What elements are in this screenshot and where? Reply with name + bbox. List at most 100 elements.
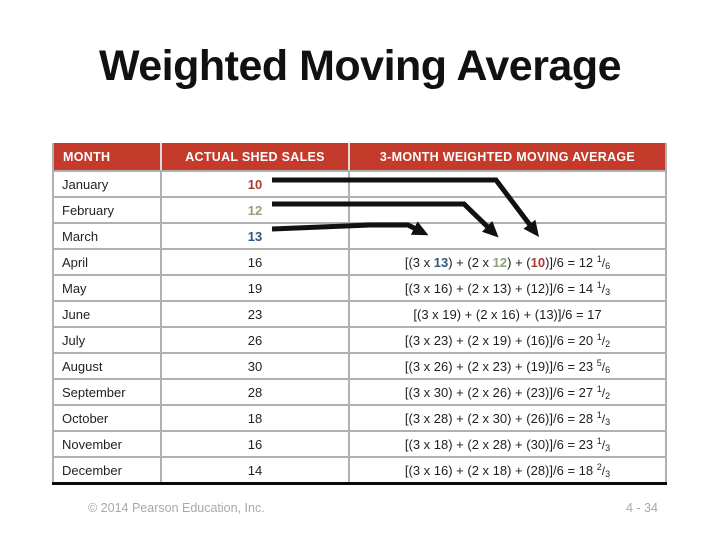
month-cell: December [52, 456, 162, 485]
fraction-slash: / [601, 281, 606, 296]
fraction-numerator: 2 [596, 461, 602, 472]
formula-text: [(3 x 16) + (2 x 18) + (28)]/6 = 18 [404, 462, 597, 478]
fraction-numerator: 5 [596, 357, 602, 368]
table-row: November 16 [(3 x 18) + (2 x 28) + (30)]/6… [52, 430, 667, 458]
formula-text: )]/6 = 12 [545, 254, 597, 270]
fraction: 1/3 [596, 409, 611, 427]
sales-value: 19 [247, 280, 263, 296]
month-cell: October [52, 404, 162, 432]
fraction-slash: / [601, 359, 606, 374]
fraction-denominator: 3 [605, 468, 611, 479]
table-row: June 23 [(3 x 19) + (2 x 16) + (13)]/6 = 1… [52, 300, 667, 328]
table-row: January 10 [52, 170, 667, 198]
month-cell: August [52, 352, 162, 380]
sales-value: 28 [247, 384, 263, 400]
fraction: 1/3 [596, 435, 611, 453]
table-row: December 14 [(3 x 16) + (2 x 18) + (28)]/6… [52, 456, 667, 485]
month-cell: February [52, 196, 162, 224]
page-number: 4 - 34 [626, 501, 658, 515]
fraction-denominator: 6 [605, 364, 611, 375]
table-row: September 28 [(3 x 30) + (2 x 26) + (23)]/… [52, 378, 667, 406]
table-row: February 12 [52, 196, 667, 224]
sales-value: 23 [247, 306, 263, 322]
sales-value: 16 [247, 436, 263, 452]
formula-cell [348, 222, 667, 250]
month-cell: November [52, 430, 162, 458]
sales-value: 13 [247, 228, 263, 244]
fraction: 5/6 [596, 357, 611, 375]
column-header-month: MONTH [53, 143, 161, 172]
formula-cell: [(3 x 26) + (2 x 23) + (19)]/6 = 23 5/6 [348, 352, 667, 380]
sales-value: 12 [247, 202, 263, 218]
fraction: 1/3 [596, 279, 611, 297]
table-row: July 26 [(3 x 23) + (2 x 19) + (16)]/6 = 2… [52, 326, 667, 354]
formula-cell: [(3 x 23) + (2 x 19) + (16)]/6 = 20 1/2 [348, 326, 667, 354]
slide-title: Weighted Moving Average [98, 42, 622, 90]
sales-value: 26 [247, 332, 263, 348]
fraction-denominator: 6 [605, 260, 611, 271]
fraction: 1/2 [596, 331, 611, 349]
table-row: April 16 [(3 x 13) + (2 x 12) + (10)]/6 = … [52, 248, 667, 276]
formula-text: [(3 x 30) + (2 x 26) + (23)]/6 = 27 [404, 384, 597, 400]
sales-value: 10 [247, 176, 263, 192]
sales-value: 14 [247, 462, 263, 478]
formula-text: [(3 x 28) + (2 x 30) + (26)]/6 = 28 [404, 410, 597, 426]
sales-value: 18 [247, 410, 263, 426]
formula-cell: [(3 x 13) + (2 x 12) + (10)]/6 = 12 1/6 [348, 248, 667, 276]
month-cell: September [52, 378, 162, 406]
fraction-slash: / [601, 385, 606, 400]
fraction-denominator: 3 [605, 286, 611, 297]
formula-text: [(3 x 18) + (2 x 28) + (30)]/6 = 23 [404, 436, 597, 452]
table-row: October 18 [(3 x 28) + (2 x 30) + (26)]/6 … [52, 404, 667, 432]
formula-highlight-value: 13 [433, 254, 449, 270]
formula-cell: [(3 x 30) + (2 x 26) + (23)]/6 = 27 1/2 [348, 378, 667, 406]
fraction-numerator: 1 [596, 383, 602, 394]
data-table: MONTH ACTUAL SHED SALES 3-MONTH WEIGHTED… [52, 143, 667, 485]
month-cell: January [52, 170, 162, 198]
formula-cell: [(3 x 16) + (2 x 13) + (12)]/6 = 14 1/3 [348, 274, 667, 302]
fraction-denominator: 2 [605, 390, 611, 401]
fraction-numerator: 1 [596, 331, 602, 342]
table-row: May 19 [(3 x 16) + (2 x 13) + (12)]/6 = 14… [52, 274, 667, 302]
formula-text: [(3 x 16) + (2 x 13) + (12)]/6 = 14 [404, 280, 597, 296]
column-header-weighted-moving-average: 3-MONTH WEIGHTED MOVING AVERAGE [348, 143, 666, 172]
table-header-row: MONTH ACTUAL SHED SALES 3-MONTH WEIGHTED… [53, 143, 666, 172]
formula-cell: [(3 x 19) + (2 x 16) + (13)]/6 = 17 [348, 300, 667, 328]
formula-text: [(3 x 23) + (2 x 19) + (16)]/6 = 20 [404, 332, 597, 348]
fraction: 1/2 [596, 383, 611, 401]
fraction-slash: / [601, 411, 606, 426]
fraction-numerator: 1 [596, 409, 602, 420]
fraction-numerator: 1 [596, 435, 602, 446]
formula-text: ) + (2 x [448, 254, 493, 270]
month-cell: July [52, 326, 162, 354]
sales-value: 30 [247, 358, 263, 374]
fraction-denominator: 3 [605, 442, 611, 453]
sales-value: 16 [247, 254, 263, 270]
fraction: 2/3 [596, 461, 611, 479]
fraction-slash: / [601, 333, 606, 348]
table-row: August 30 [(3 x 26) + (2 x 23) + (19)]/6 =… [52, 352, 667, 380]
month-cell: March [52, 222, 162, 250]
formula-cell: [(3 x 28) + (2 x 30) + (26)]/6 = 28 1/3 [348, 404, 667, 432]
month-cell: April [52, 248, 162, 276]
table-row: March 13 [52, 222, 667, 250]
weighted-moving-average-table: MONTH ACTUAL SHED SALES 3-MONTH WEIGHTED… [52, 143, 667, 485]
fraction: 1/6 [596, 253, 611, 271]
formula-text: ) + ( [507, 254, 531, 270]
formula-cell: [(3 x 16) + (2 x 18) + (28)]/6 = 18 2/3 [348, 456, 667, 485]
fraction-denominator: 2 [605, 338, 611, 349]
fraction-denominator: 3 [605, 416, 611, 427]
fraction-slash: / [601, 255, 606, 270]
fraction-numerator: 1 [596, 253, 602, 264]
formula-highlight-value: 12 [492, 254, 508, 270]
fraction-slash: / [601, 463, 606, 478]
formula-cell [348, 196, 667, 224]
fraction-numerator: 1 [596, 279, 602, 290]
formula-cell [348, 170, 667, 198]
column-header-actual-shed-sales: ACTUAL SHED SALES [160, 143, 349, 172]
formula-text: [(3 x 19) + (2 x 16) + (13)]/6 = 17 [413, 306, 602, 322]
month-cell: May [52, 274, 162, 302]
fraction-slash: / [601, 437, 606, 452]
formula-text: [(3 x 26) + (2 x 23) + (19)]/6 = 23 [404, 358, 597, 374]
